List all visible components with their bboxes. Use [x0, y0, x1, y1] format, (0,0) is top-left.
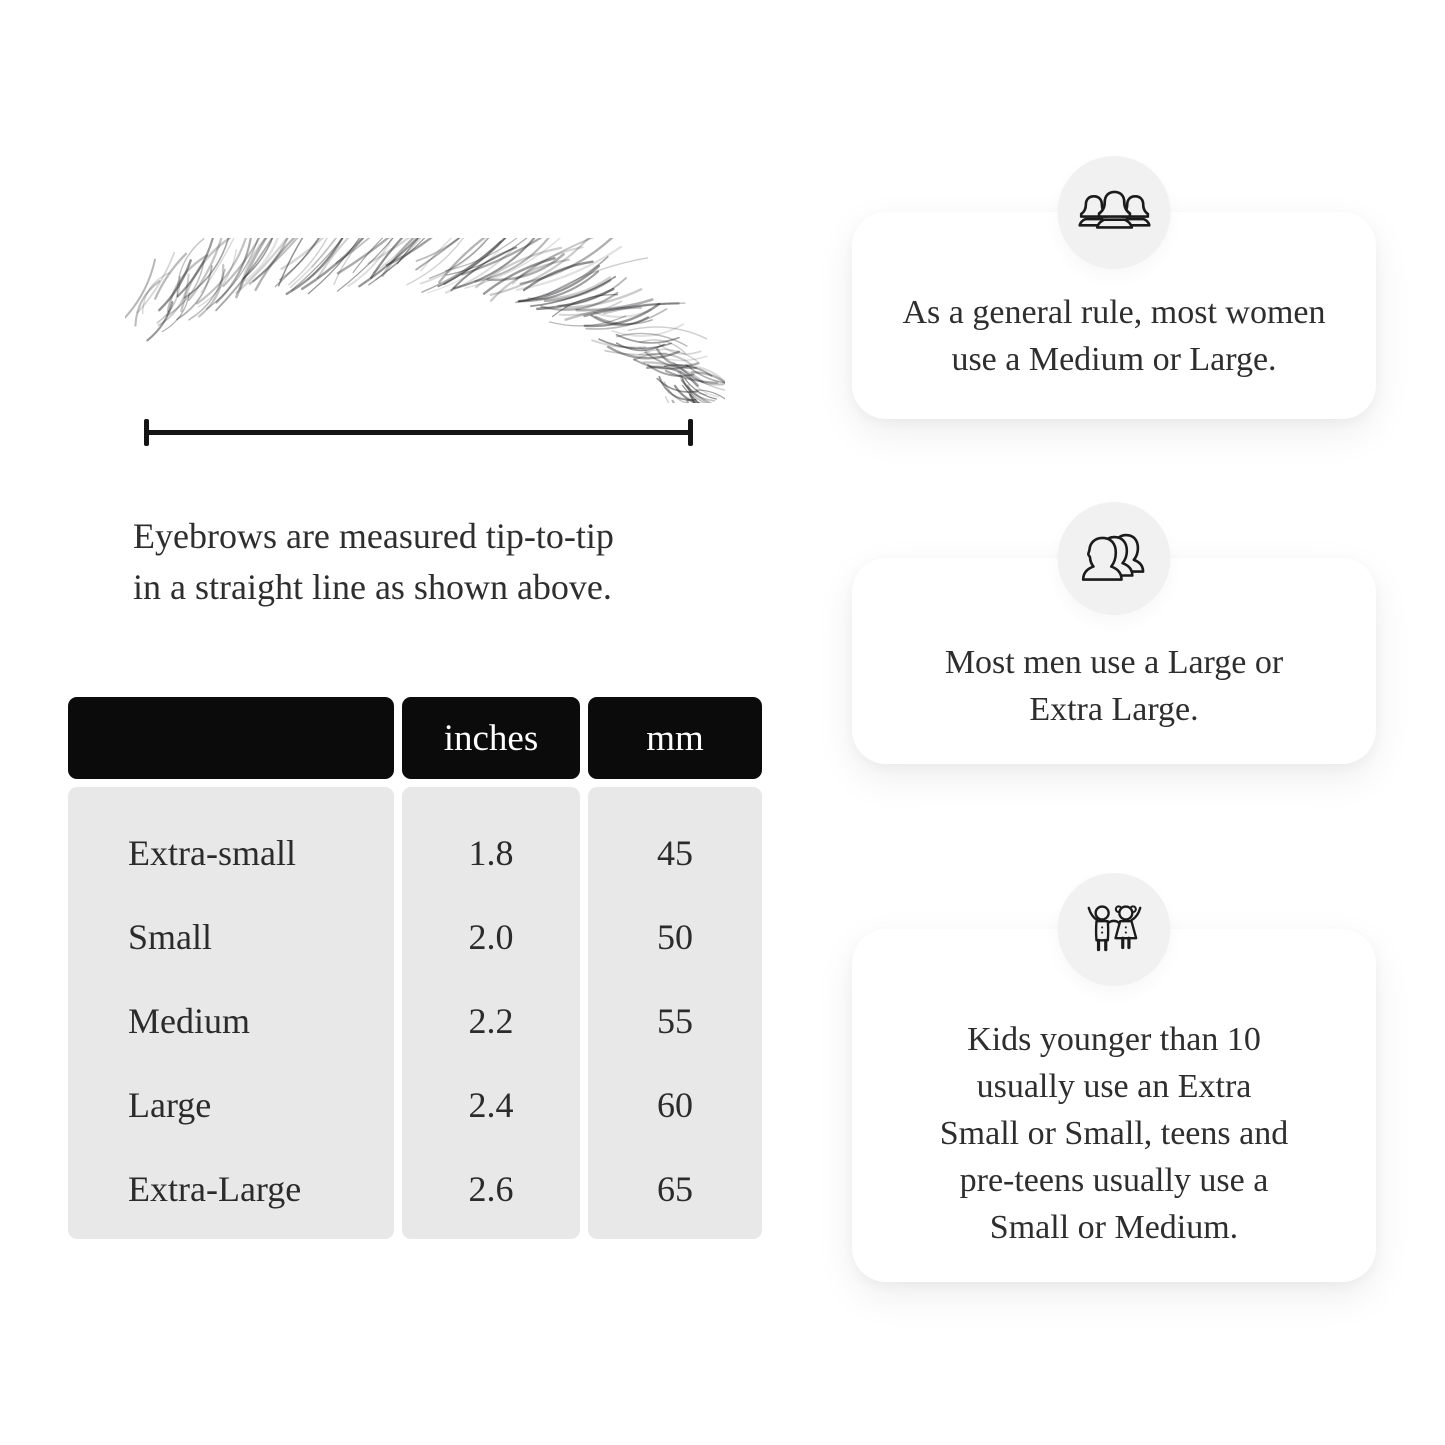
size-label: Small: [128, 917, 213, 957]
size-label: Extra-Large: [128, 1169, 302, 1209]
icon-circle: [1057, 156, 1171, 269]
size-mm: 55: [657, 1001, 693, 1041]
table-row: Medium 2.2 55: [68, 979, 762, 1063]
size-mm: 60: [657, 1085, 693, 1125]
card-text: Most men use a Large or Extra Large.: [852, 558, 1376, 733]
measurement-caption: Eyebrows are measured tip-to-tip in a st…: [133, 511, 614, 613]
size-inches: 2.2: [468, 1001, 514, 1041]
info-card-kids: Kids younger than 10 usually use an Extr…: [852, 873, 1376, 1282]
table-header-inches: inches: [402, 697, 580, 779]
card-text-line: As a general rule, most women: [902, 294, 1326, 331]
table-body-column-sizes: [68, 787, 394, 1239]
table-row: Extra-small 1.8 45: [68, 811, 762, 895]
table-body-column-mm: [588, 787, 762, 1239]
info-card-women: As a general rule, most women use a Medi…: [852, 156, 1376, 419]
eyebrow-illustration: [125, 238, 725, 403]
size-table: inches mm Extra-small 1.8 45 Small 2.0 5…: [68, 697, 762, 1242]
measure-line: [147, 430, 692, 435]
info-card-men: Most men use a Large or Extra Large.: [852, 502, 1376, 764]
size-mm: 50: [657, 917, 693, 957]
men-group-icon: [1081, 533, 1144, 581]
size-label: Medium: [128, 1001, 250, 1041]
icon-circle: [1057, 502, 1171, 615]
card-text-line: pre-teens usually use a: [959, 1162, 1269, 1199]
table-row: Large 2.4 60: [68, 1063, 762, 1147]
card-text: Kids younger than 10 usually use an Extr…: [852, 929, 1376, 1251]
women-group-icon: [1078, 190, 1150, 229]
table-body-column-inches: [402, 787, 580, 1239]
measure-tick-left: [144, 419, 149, 446]
size-label: Extra-small: [128, 833, 296, 873]
table-row: Small 2.0 50: [68, 895, 762, 979]
size-label: Large: [128, 1085, 212, 1125]
size-inches: 2.4: [468, 1085, 514, 1125]
card-text-line: Small or Medium.: [989, 1209, 1239, 1246]
table-row: Extra-Large 2.6 65: [68, 1147, 762, 1231]
caption-line-2: in a straight line as shown above.: [133, 567, 612, 607]
card-text-line: use a Medium or Large.: [951, 341, 1277, 378]
size-inches: 2.6: [468, 1169, 514, 1209]
table-header-mm: mm: [588, 697, 762, 779]
card-text-line: usually use an Extra: [976, 1068, 1252, 1105]
table-header-blank: [68, 697, 394, 779]
size-inches: 2.0: [468, 917, 514, 957]
icon-circle: [1057, 873, 1171, 986]
caption-line-1: Eyebrows are measured tip-to-tip: [133, 516, 614, 556]
card-text: As a general rule, most women use a Medi…: [852, 212, 1376, 383]
table-rows: Extra-small 1.8 45 Small 2.0 50 Medium 2…: [68, 811, 762, 1231]
size-mm: 65: [657, 1169, 693, 1209]
card-text-line: Extra Large.: [1029, 691, 1199, 728]
measure-tick-right: [688, 419, 693, 446]
card-text-line: Small or Small, teens and: [939, 1115, 1289, 1152]
card-text-line: Most men use a Large or: [944, 644, 1284, 681]
size-mm: 45: [657, 833, 693, 873]
kids-icon: [1087, 904, 1141, 951]
size-inches: 1.8: [468, 833, 514, 873]
card-text-line: Kids younger than 10: [967, 1021, 1261, 1058]
